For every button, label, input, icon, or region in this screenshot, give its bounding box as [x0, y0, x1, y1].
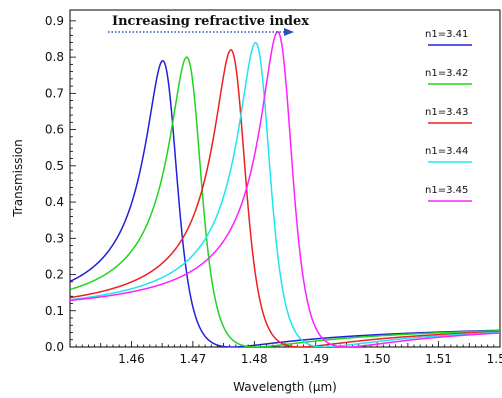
y-axis-label: Transmission	[11, 139, 25, 218]
legend-label: n1=3.41	[425, 29, 468, 40]
x-tick-label: 1.48	[241, 352, 268, 366]
x-axis-label: Wavelength (μm)	[233, 380, 337, 394]
series-line	[70, 41, 500, 347]
legend-label: n1=3.44	[425, 146, 468, 157]
legend-label: n1=3.42	[425, 68, 468, 79]
legend-label: n1=3.45	[425, 185, 468, 196]
x-tick-label: 1.52	[487, 352, 502, 366]
y-tick-label: 0.7	[45, 86, 64, 100]
y-tick-label: 0.5	[45, 159, 64, 173]
series-line	[70, 59, 500, 347]
y-tick-label: 0.6	[45, 123, 64, 137]
annotation-arrow-head	[284, 28, 294, 36]
x-tick-label: 1.49	[302, 352, 329, 366]
y-tick-label: 0.8	[45, 50, 64, 64]
annotation: Increasing refractive index	[108, 14, 309, 36]
y-tick-label: 0.4	[45, 195, 64, 209]
plot-frame	[69, 9, 501, 348]
y-tick-label: 0.1	[45, 304, 64, 318]
y-axis: 0.0 0.1 0.2 0.3 0.4 0.5 0.6 0.7 0.8 0.9	[45, 14, 76, 354]
legend: n1=3.41 n1=3.42 n1=3.43 n1=3.44 n1=3.45	[425, 29, 472, 202]
series-line	[70, 30, 500, 347]
y-tick-label: 0.9	[45, 14, 64, 28]
series-line	[70, 49, 500, 347]
x-tick-label: 1.50	[364, 352, 391, 366]
annotation-text: Increasing refractive index	[112, 14, 309, 29]
x-tick-label: 1.51	[425, 352, 452, 366]
y-tick-label: 0.0	[45, 340, 64, 354]
y-tick-label: 0.3	[45, 231, 64, 245]
legend-label: n1=3.43	[425, 107, 468, 118]
x-tick-label: 1.46	[118, 352, 145, 366]
y-tick-label: 0.2	[45, 268, 64, 282]
x-axis: 1.46 1.47 1.48 1.49 1.50 1.51 1.52	[69, 341, 502, 366]
x-tick-label: 1.47	[179, 352, 206, 366]
series-lines	[70, 30, 500, 347]
